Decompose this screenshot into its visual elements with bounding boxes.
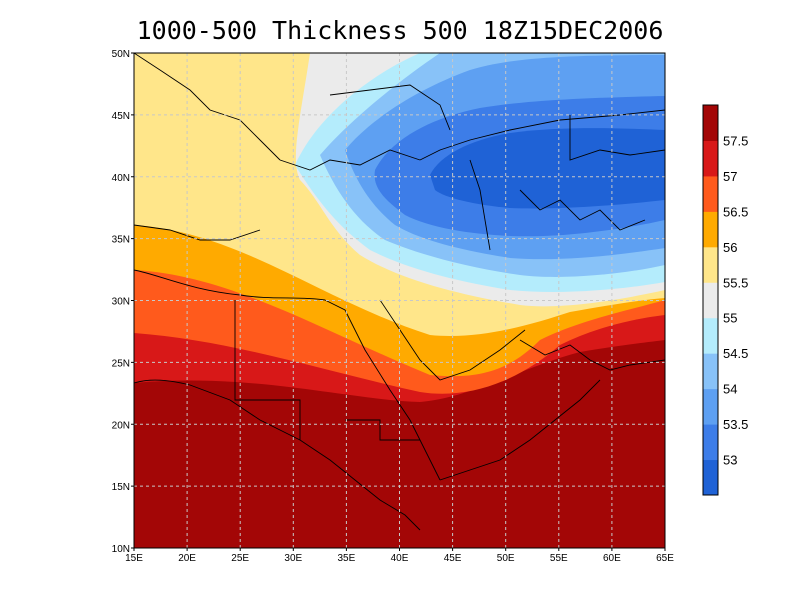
colorbar-swatch xyxy=(703,105,718,141)
longitude-tick-label: 60E xyxy=(603,553,621,564)
colorbar-tick-label: 54.5 xyxy=(723,346,748,361)
latitude-tick-label: 30N xyxy=(112,297,130,308)
colorbar-tick-label: 57.5 xyxy=(723,133,748,148)
gridlines xyxy=(134,53,665,548)
latitude-tick-label: 35N xyxy=(112,235,130,246)
contour-band xyxy=(215,53,310,100)
longitude-tick-label: 50E xyxy=(497,553,515,564)
longitude-tick-label: 45E xyxy=(444,553,462,564)
contour-band xyxy=(430,128,665,209)
colorbar-tick-label: 55.5 xyxy=(723,275,748,290)
longitude-tick-label: 35E xyxy=(338,553,356,564)
longitude-axis: 15E 20E 25E 30E 35E 40E 45E 50E 55E 60E 65E xyxy=(125,548,674,564)
colorbar-tick-label: 53.5 xyxy=(723,417,748,432)
colorbar-frame xyxy=(702,104,719,496)
colorbar-swatch xyxy=(703,353,718,390)
colorbar-tick-label: 56.5 xyxy=(723,204,748,219)
longitude-tick-label: 30E xyxy=(284,553,302,564)
colorbar: 53 53.5 54 54.5 55 55.5 56 56.5 57 57.5 xyxy=(702,104,748,496)
longitude-tick-label: 20E xyxy=(178,553,196,564)
latitude-tick-label: 25N xyxy=(112,358,130,369)
latitude-tick-label: 50N xyxy=(112,49,130,60)
colorbar-swatch xyxy=(703,211,718,248)
colorbar-tick-label: 57 xyxy=(723,169,737,184)
colorbar-swatch xyxy=(703,424,718,461)
latitude-tick-label: 45N xyxy=(112,111,130,122)
chart-title: 1000-500 Thickness 500 18Z15DEC2006 xyxy=(136,16,664,45)
latitude-tick-label: 40N xyxy=(112,173,130,184)
coastlines xyxy=(134,53,665,531)
longitude-tick-label: 15E xyxy=(125,553,143,564)
longitude-tick-label: 25E xyxy=(231,553,249,564)
longitude-tick-label: 40E xyxy=(391,553,409,564)
colorbar-swatch xyxy=(703,317,718,354)
latitude-tick-label: 20N xyxy=(112,420,130,431)
latitude-tick-label: 10N xyxy=(112,544,130,555)
longitude-tick-label: 65E xyxy=(656,553,674,564)
latitude-axis: 10N 15N 20N 25N 30N 35N 40N 45N 50N xyxy=(112,49,134,555)
colorbar-swatch xyxy=(703,388,718,425)
colorbar-swatch xyxy=(703,282,718,319)
latitude-tick-label: 15N xyxy=(112,482,130,493)
colorbar-tick-label: 55 xyxy=(723,311,737,326)
colorbar-swatch xyxy=(703,246,718,283)
colorbar-tick-label: 53 xyxy=(723,453,737,468)
colorbar-swatch xyxy=(703,459,718,496)
colorbar-tick-label: 54 xyxy=(723,382,737,397)
longitude-tick-label: 55E xyxy=(550,553,568,564)
colorbar-tick-label: 56 xyxy=(723,240,737,255)
colorbar-swatch xyxy=(703,175,718,212)
colorbar-swatch xyxy=(703,140,718,177)
